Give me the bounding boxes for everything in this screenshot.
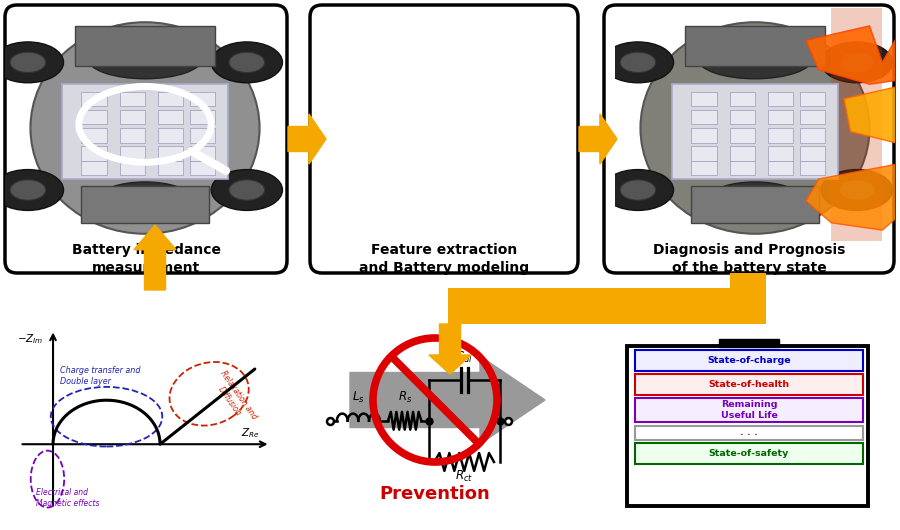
Bar xyxy=(448,288,766,324)
Text: Prevention: Prevention xyxy=(380,485,491,503)
FancyBboxPatch shape xyxy=(5,5,287,273)
FancyArrow shape xyxy=(288,114,326,164)
Text: Battery impedance
measurement: Battery impedance measurement xyxy=(71,243,220,275)
FancyArrow shape xyxy=(429,324,471,374)
FancyBboxPatch shape xyxy=(310,5,578,273)
Text: Feature extraction
and Battery modeling: Feature extraction and Battery modeling xyxy=(359,243,529,275)
Bar xyxy=(0,273,900,530)
FancyArrow shape xyxy=(350,356,545,444)
FancyArrow shape xyxy=(134,225,176,290)
Text: Diagnosis and Prognosis
of the battery state: Diagnosis and Prognosis of the battery s… xyxy=(652,243,845,275)
FancyArrow shape xyxy=(579,114,617,164)
FancyBboxPatch shape xyxy=(604,5,894,273)
Bar xyxy=(730,273,766,311)
